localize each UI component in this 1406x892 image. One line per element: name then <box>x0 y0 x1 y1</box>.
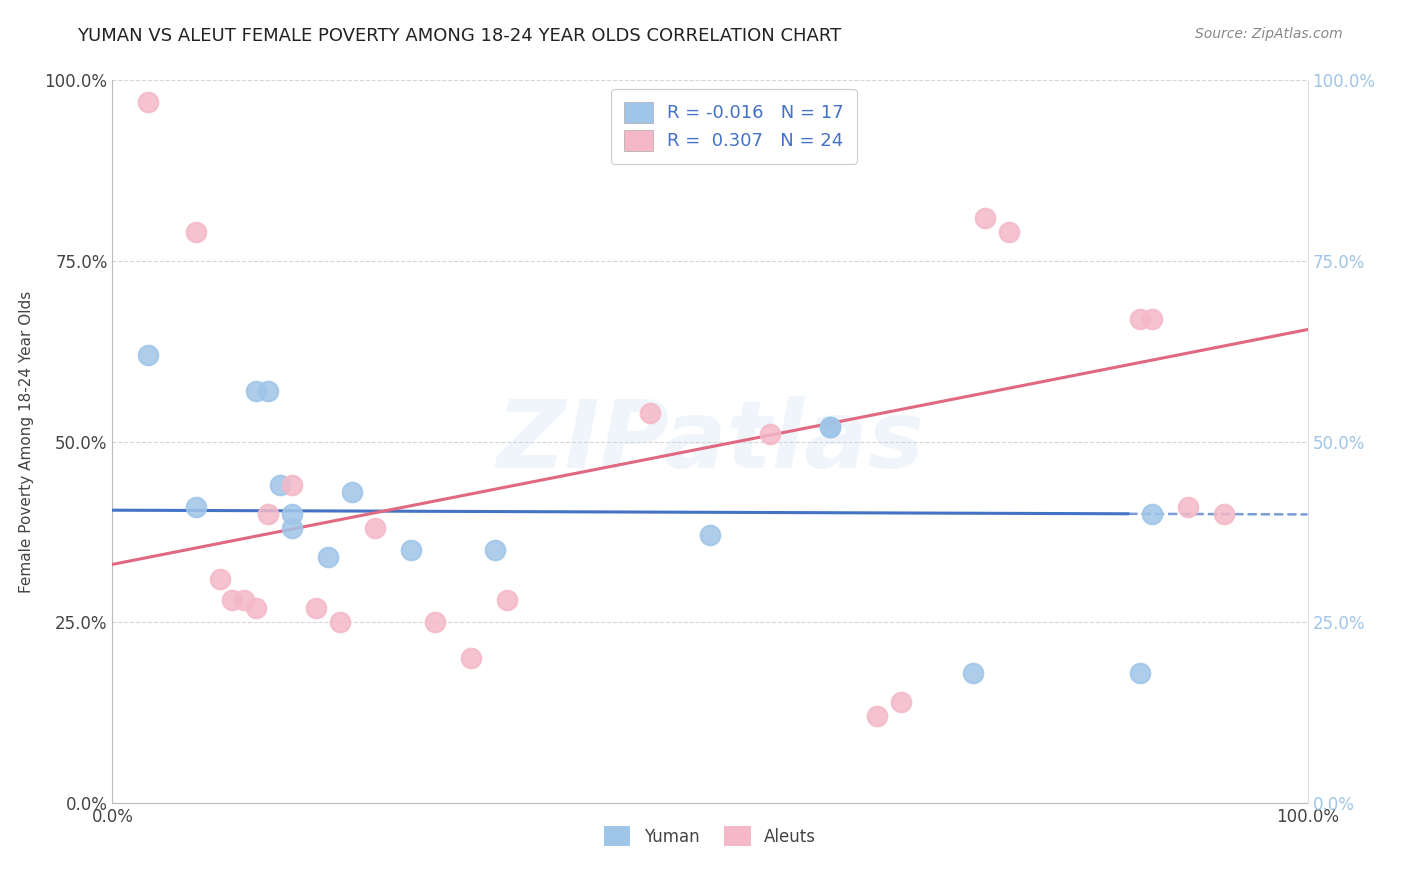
Point <box>974 211 997 225</box>
Point <box>890 695 912 709</box>
Point <box>209 572 232 586</box>
Point <box>1129 311 1152 326</box>
Point <box>460 651 482 665</box>
Point <box>257 507 280 521</box>
Point <box>340 485 363 500</box>
Point <box>364 521 387 535</box>
Point <box>329 615 352 630</box>
Point <box>401 542 423 557</box>
Point <box>316 550 339 565</box>
Point <box>759 427 782 442</box>
Point <box>281 521 304 535</box>
Text: YUMAN VS ALEUT FEMALE POVERTY AMONG 18-24 YEAR OLDS CORRELATION CHART: YUMAN VS ALEUT FEMALE POVERTY AMONG 18-2… <box>77 27 842 45</box>
Point <box>818 420 841 434</box>
Point <box>1142 311 1164 326</box>
Point <box>233 593 256 607</box>
Point <box>484 542 506 557</box>
Point <box>962 665 984 680</box>
Legend: Yuman, Aleuts: Yuman, Aleuts <box>598 820 823 852</box>
Point <box>1142 507 1164 521</box>
Point <box>305 600 328 615</box>
Point <box>699 528 721 542</box>
Point <box>1177 500 1199 514</box>
Point <box>186 225 208 239</box>
Point <box>245 384 267 398</box>
Point <box>245 600 267 615</box>
Point <box>998 225 1021 239</box>
Point <box>281 478 304 492</box>
Text: ZIPatlas: ZIPatlas <box>496 395 924 488</box>
Point <box>269 478 291 492</box>
Point <box>1213 507 1236 521</box>
Point <box>138 95 160 109</box>
Point <box>281 507 304 521</box>
Point <box>818 420 841 434</box>
Point <box>186 500 208 514</box>
Point <box>640 406 662 420</box>
Point <box>221 593 243 607</box>
Point <box>425 615 447 630</box>
Point <box>138 348 160 362</box>
Text: Source: ZipAtlas.com: Source: ZipAtlas.com <box>1195 27 1343 41</box>
Point <box>257 384 280 398</box>
Point <box>1129 665 1152 680</box>
Point <box>496 593 519 607</box>
Y-axis label: Female Poverty Among 18-24 Year Olds: Female Poverty Among 18-24 Year Olds <box>18 291 34 592</box>
Point <box>866 709 889 723</box>
